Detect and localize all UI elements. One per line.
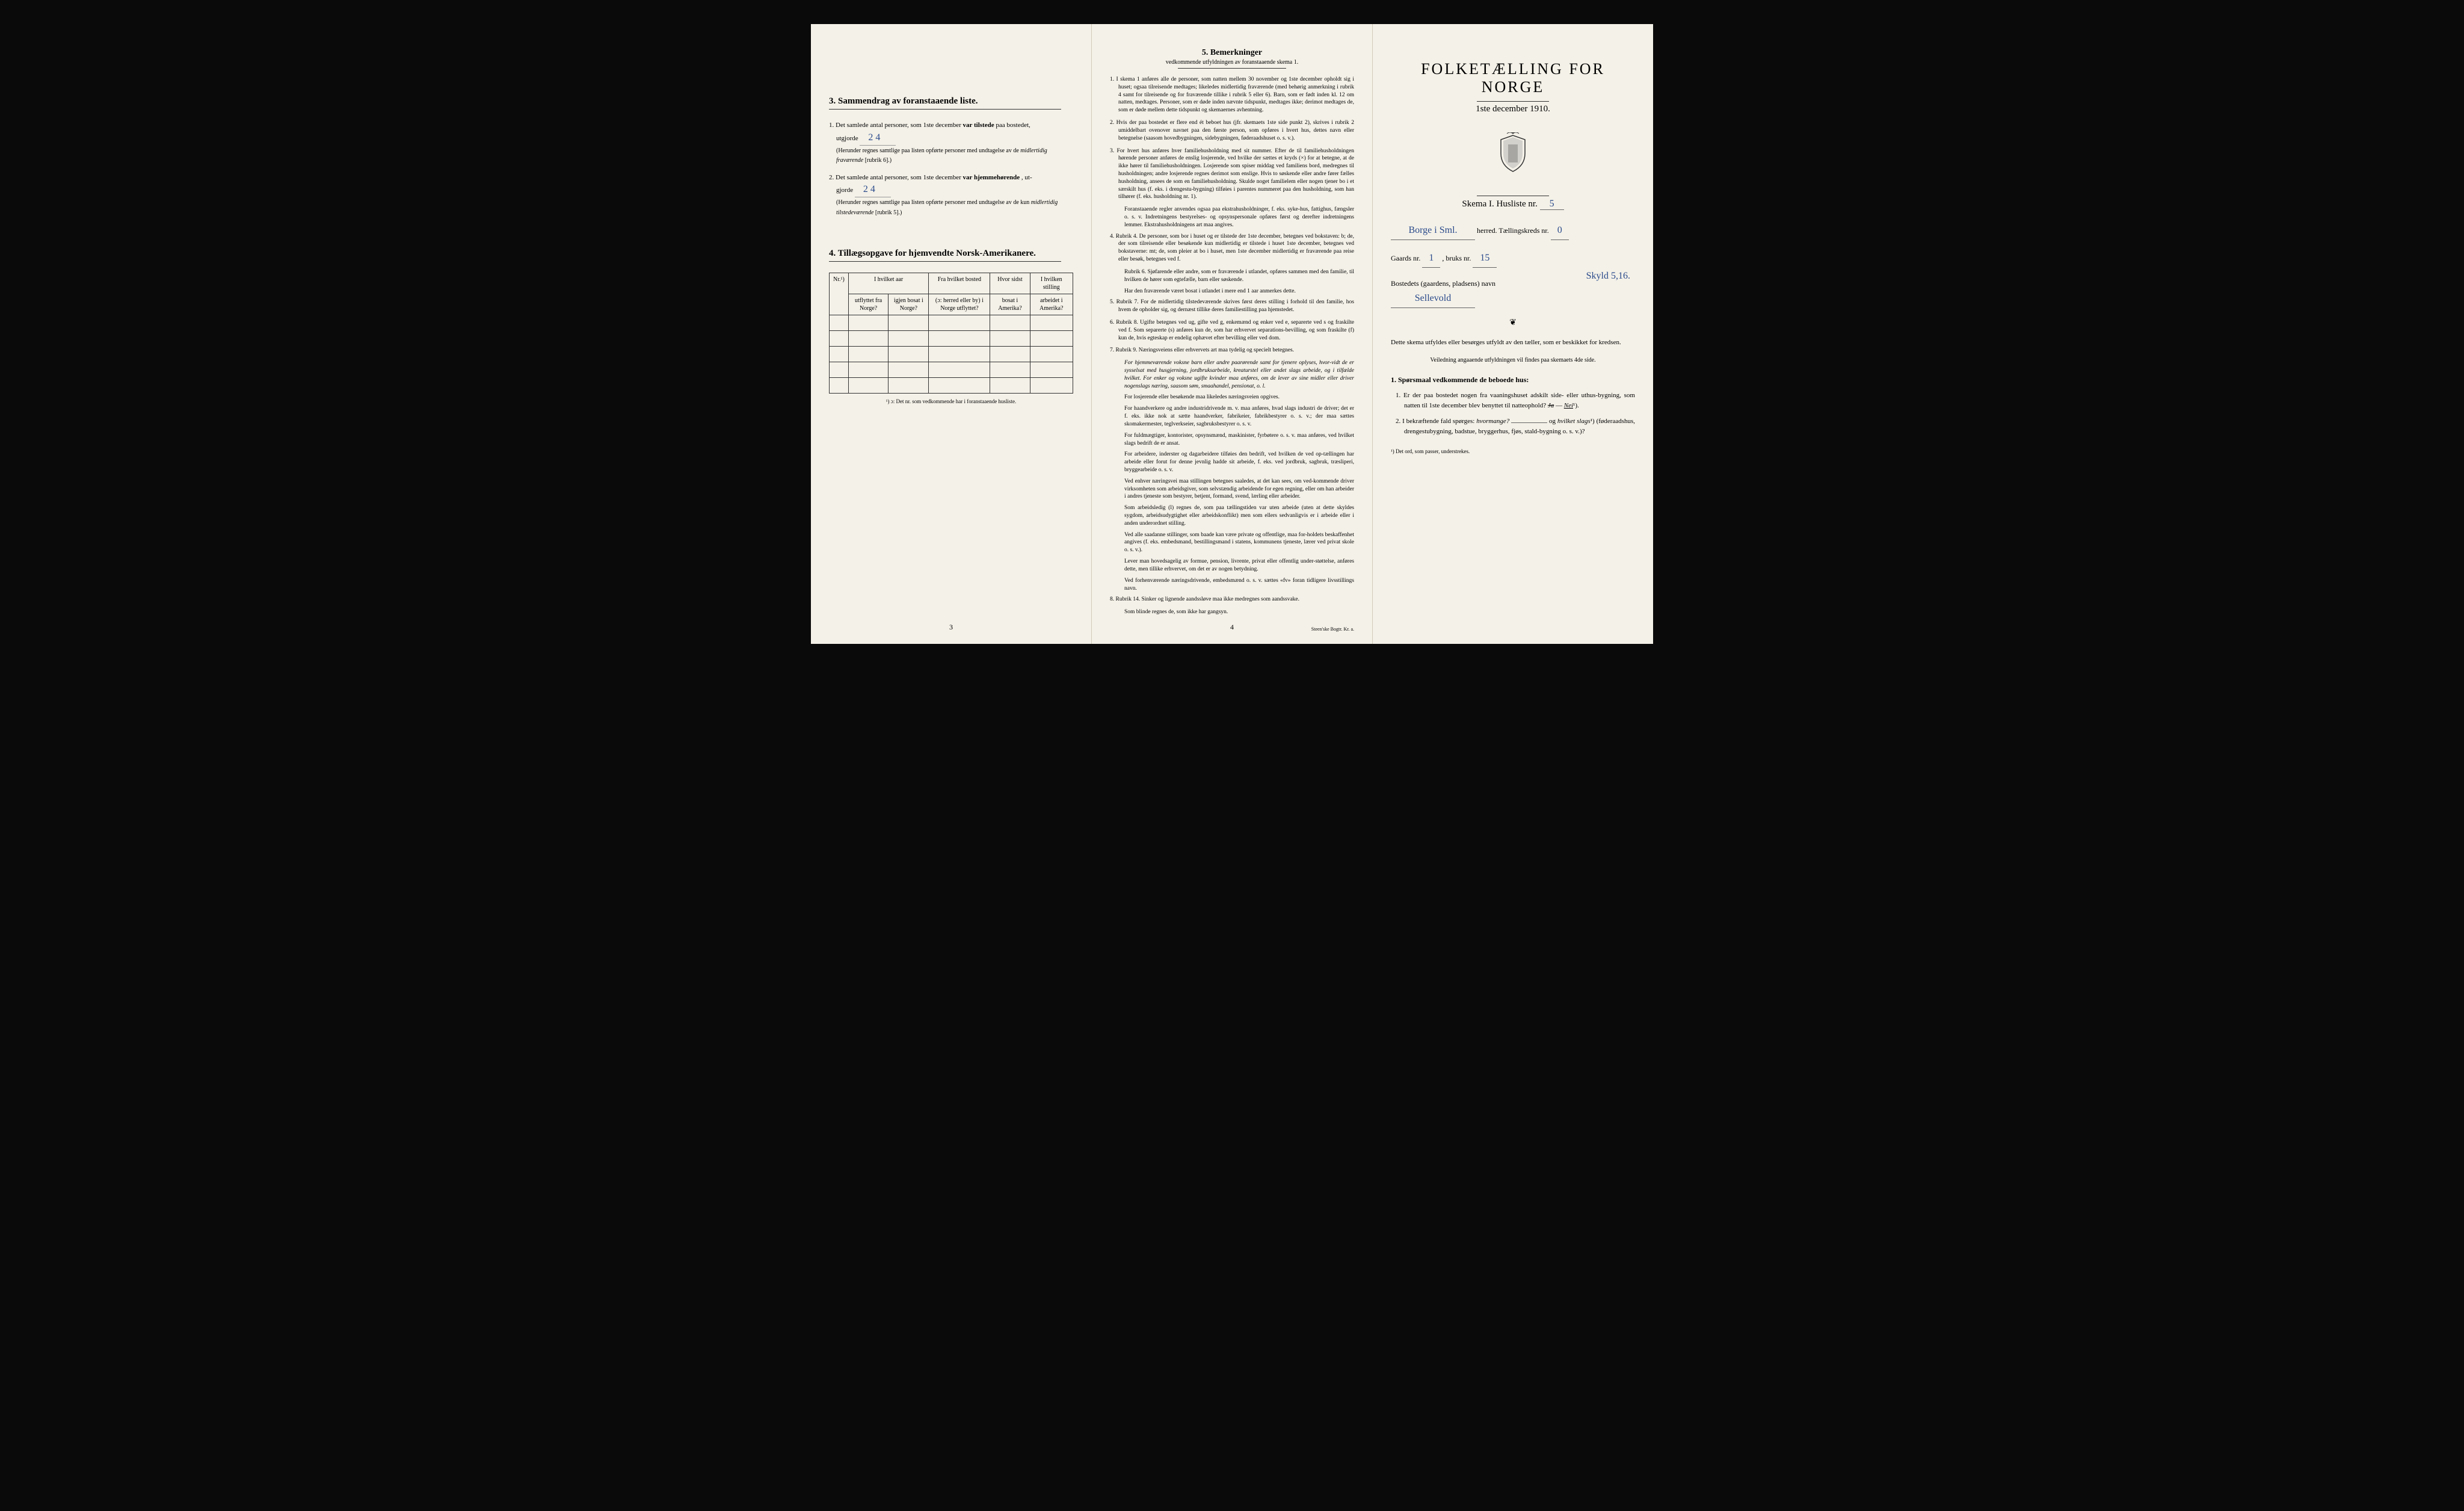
col-bosted-top: Fra hvilket bosted [929, 273, 990, 294]
schema-line: Skema I. Husliste nr. 5 [1391, 199, 1635, 210]
table-container: Nr.¹) I hvilket aar Fra hvilket bosted H… [829, 273, 1073, 404]
date-line: 1ste december 1910. [1391, 104, 1635, 114]
printer-stamp: Steen'ske Bogtr. Kr. a. [1311, 626, 1354, 632]
remark-7-sub-i: Lever man hovedsagelig av formue, pensio… [1110, 558, 1354, 573]
remark-7-sub-j: Ved forhenværende næringsdrivende, embed… [1110, 577, 1354, 593]
table-row [830, 315, 1073, 331]
remark-7-sub-e: For arbeidere, inderster og dagarbeidere… [1110, 451, 1354, 474]
instruction-small-text: Veiledning angaaende utfyldningen vil fi… [1391, 357, 1635, 363]
form-line-1: Borge i Sml. herred. Tællingskreds nr. 0 [1391, 222, 1635, 240]
question-2: 2. I bekræftende fald spørges: hvormange… [1391, 416, 1635, 436]
remark-6: 6. Rubrik 8. Ugifte betegnes ved ug, gif… [1110, 319, 1354, 342]
col-sidst-top: Hvor sidst [990, 273, 1030, 294]
remark-7-sub-a: For hjemmeværende voksne barn eller andr… [1110, 359, 1354, 390]
table-row [830, 378, 1073, 394]
remark-3: 3. For hvert hus anføres hver familiehus… [1110, 147, 1354, 202]
remarks-title: 5. Bemerkninger [1110, 48, 1354, 58]
col-stilling: arbeidet i Amerika? [1030, 294, 1073, 315]
question-heading: 1. Spørsmaal vedkommende de beboede hus: [1391, 375, 1635, 385]
table-row [830, 347, 1073, 362]
question-1: 1. Er der paa bostedet nogen fra vaaning… [1391, 391, 1635, 410]
page-number: 3 [949, 623, 953, 632]
remark-7-sub-d: For fuldmægtiger, kontorister, opsynsmæn… [1110, 432, 1354, 448]
col-nr: Nr.¹) [830, 273, 849, 315]
remark-5: 5. Rubrik 7. For de midlertidig tilstede… [1110, 298, 1354, 314]
main-title: FOLKETÆLLING FOR NORGE [1391, 60, 1635, 96]
remark-4: 4. Rubrik 4. De personer, som bor i huse… [1110, 233, 1354, 264]
remark-2: 2. Hvis der paa bostedet er flere end ét… [1110, 119, 1354, 142]
remark-7-sub-b: For losjerende eller besøkende maa likel… [1110, 394, 1354, 401]
kreds-nr-value: 0 [1551, 222, 1569, 240]
remark-7-sub-f: Ved enhver næringsvei maa stillingen bet… [1110, 478, 1354, 501]
ja-struck: Ja [1548, 402, 1554, 409]
page-1: 3. Sammendrag av foranstaaende liste. 1.… [811, 24, 1092, 644]
gaards-nr-value: 1 [1422, 250, 1440, 268]
footnote: ¹) Det ord, som passer, understrekes. [1391, 448, 1635, 454]
col-sidst: bosat i Amerika? [990, 294, 1030, 315]
table-row [830, 331, 1073, 347]
remark-7-sub-h: Ved alle saadanne stillinger, som baade … [1110, 531, 1354, 554]
s3-item1: 1. Det samlede antal personer, som 1ste … [829, 120, 1073, 165]
form-line-2: Gaards nr. 1 , bruks nr. 15 Skyld 5,16. [1391, 250, 1635, 268]
remark-1: 1. I skema 1 anføres alle de personer, s… [1110, 76, 1354, 114]
col-bosat: igjen bosat i Norge? [889, 294, 929, 315]
remark-8: 8. Rubrik 14. Sinker og lignende aandssl… [1110, 596, 1354, 604]
remark-7-sub-g: Som arbeidsledig (l) regnes de, som paa … [1110, 504, 1354, 527]
remark-4-sub-b: Har den fraværende været bosat i utlande… [1110, 288, 1354, 295]
husliste-nr-value: 5 [1540, 199, 1564, 210]
coat-of-arms-icon [1391, 132, 1635, 178]
bosted-navn-value: Sellevold [1391, 290, 1475, 308]
col-aar: I hvilket aar [848, 273, 929, 294]
col-stilling-top: I hvilken stilling [1030, 273, 1073, 294]
section-3-title: 3. Sammendrag av foranstaaende liste. [829, 96, 1073, 107]
table-footnote: ¹) ɔ: Det nr. som vedkommende har i fora… [829, 398, 1073, 404]
page-2: 5. Bemerkninger vedkommende utfyldningen… [1092, 24, 1373, 644]
remark-8-sub: Som blinde regnes de, som ikke har gangs… [1110, 608, 1354, 616]
instruction-text: Dette skema utfyldes eller besørges utfy… [1391, 338, 1635, 348]
document-container: 3. Sammendrag av foranstaaende liste. 1.… [811, 24, 1653, 644]
bruks-nr-value: 15 [1473, 250, 1497, 268]
skyld-value: Skyld 5,16. [1582, 268, 1635, 285]
col-bosted: (ɔ: herred eller by) i Norge utflyttet? [929, 294, 990, 315]
page-number: 4 [1230, 623, 1234, 632]
section-divider [829, 109, 1061, 110]
amerikanere-table: Nr.¹) I hvilket aar Fra hvilket bosted H… [829, 273, 1073, 394]
section-3: 3. Sammendrag av foranstaaende liste. 1.… [829, 96, 1073, 217]
remarks-subtitle: vedkommende utfyldningen av foranstaaend… [1110, 59, 1354, 66]
section-4-title: 4. Tillægsopgave for hjemvendte Norsk-Am… [829, 249, 1073, 259]
item2-value-handwritten: 2 4 [855, 182, 891, 197]
ornament-icon: ❦ [1391, 318, 1635, 328]
section-divider [829, 261, 1061, 262]
remark-4-sub-a: Rubrik 6. Sjøfarende eller andre, som er… [1110, 268, 1354, 284]
remark-7-sub-c: For haandverkere og andre industridriven… [1110, 405, 1354, 428]
s3-item2: 2. Det samlede antal personer, som 1ste … [829, 173, 1073, 218]
center-divider [1178, 68, 1286, 69]
remark-3-sub: Foranstaaende regler anvendes ogsaa paa … [1110, 206, 1354, 229]
herred-value: Borge i Sml. [1391, 222, 1475, 240]
section-4: 4. Tillægsopgave for hjemvendte Norsk-Am… [829, 249, 1073, 404]
page-3: FOLKETÆLLING FOR NORGE 1ste december 191… [1373, 24, 1653, 644]
nei-underlined: Nei [1564, 402, 1573, 409]
title-divider [1477, 101, 1549, 102]
item1-value-handwritten: 2 4 [860, 131, 896, 146]
remark-7: 7. Rubrik 9. Næringsveiens eller erhverv… [1110, 347, 1354, 354]
table-row [830, 362, 1073, 378]
col-utflyttet: utflyttet fra Norge? [848, 294, 889, 315]
